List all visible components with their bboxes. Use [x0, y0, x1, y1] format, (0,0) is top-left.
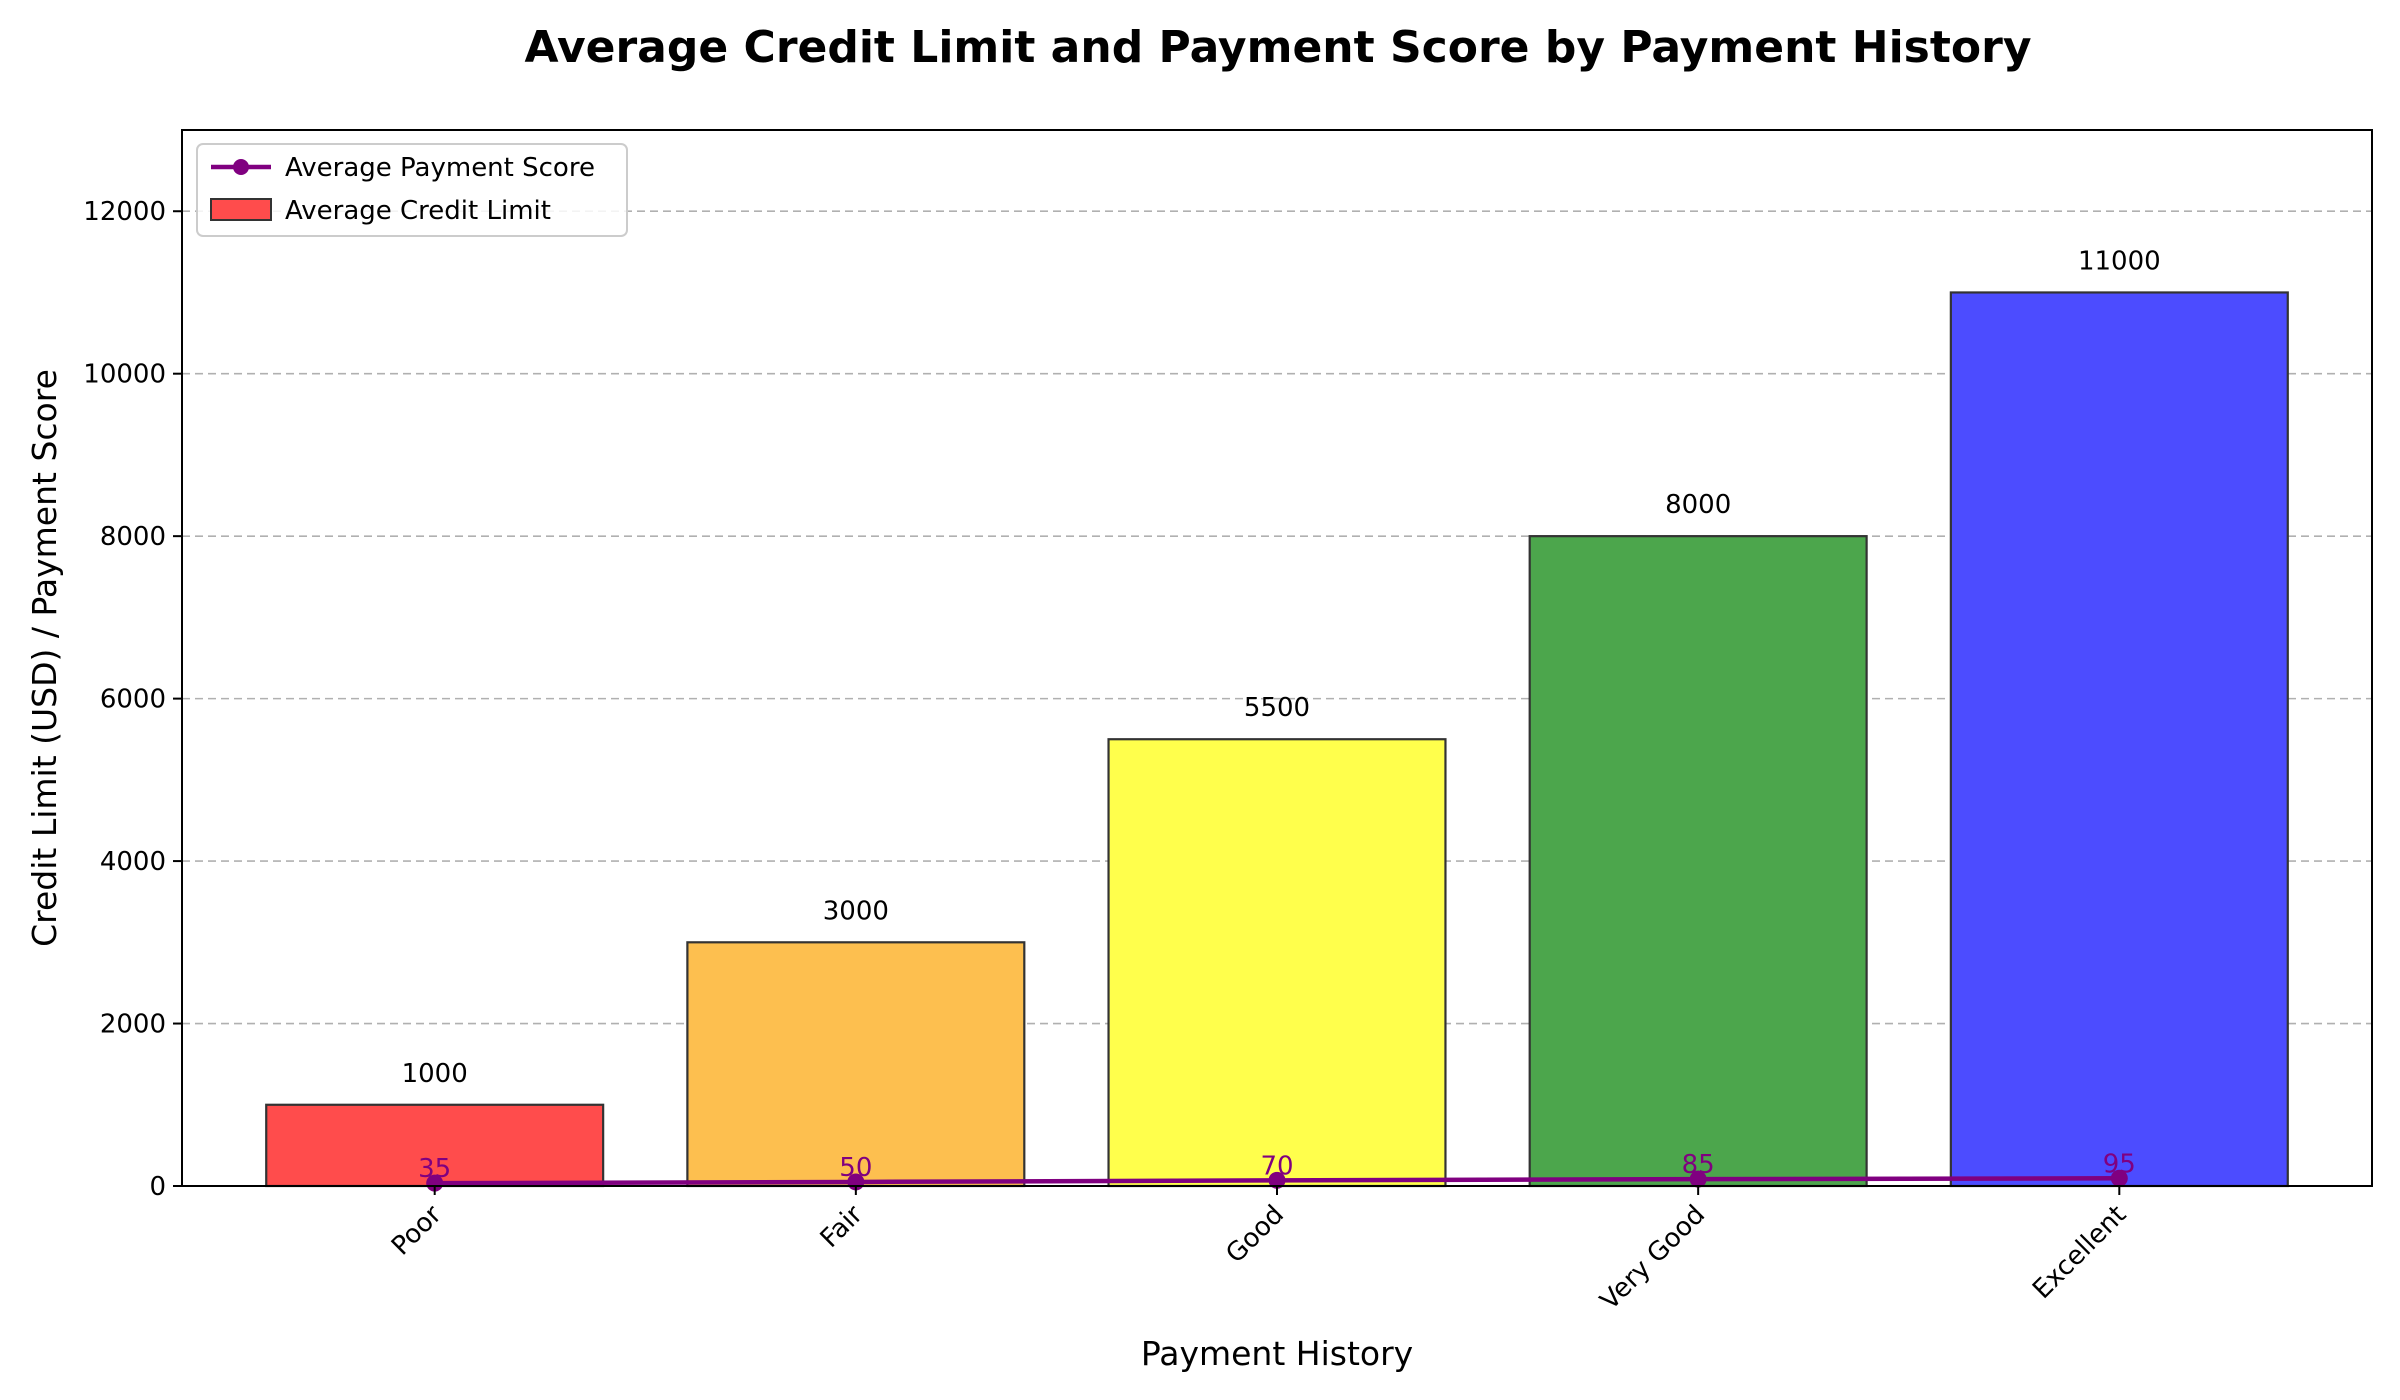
y-tick-label: 6000	[100, 685, 166, 715]
legend: Average Payment Score Average Credit Lim…	[196, 143, 628, 237]
payment-score-point	[426, 1174, 444, 1192]
y-axis-ticks: 0 2000 4000 6000 8000 10000 12000	[83, 197, 182, 1202]
x-tick-label: Excellent	[2027, 1200, 2132, 1305]
y-axis-label: Credit Limit (USD) / Payment Score	[25, 369, 64, 947]
bar-value-label: 5500	[1244, 693, 1310, 723]
x-tick-label: Poor	[386, 1200, 448, 1262]
payment-score-point	[2110, 1169, 2128, 1187]
legend-box	[196, 143, 628, 237]
bar-fair	[686, 941, 1026, 1188]
x-tick-label: Fair	[815, 1200, 869, 1254]
bar-excellent	[1949, 291, 2289, 1188]
y-tick-label: 2000	[100, 1010, 166, 1040]
payment-score-label: 70	[1260, 1151, 1293, 1181]
bar-value-label: 11000	[2078, 246, 2161, 276]
bar-good	[1107, 738, 1447, 1188]
legend-label-credit-limit: Average Credit Limit	[285, 196, 551, 226]
payment-score-point	[1689, 1170, 1707, 1188]
y-tick-label: 4000	[100, 847, 166, 877]
payment-score-label: 85	[1682, 1150, 1715, 1180]
legend-line-marker	[233, 159, 249, 175]
x-tick-label: Good	[1220, 1200, 1290, 1270]
score-line: 35 50 70 85 95	[418, 1149, 2136, 1192]
chart-title: Average Credit Limit and Payment Score b…	[524, 22, 2031, 73]
x-axis-ticks: Poor Fair Good Very Good Excellent	[386, 1186, 2132, 1316]
payment-score-label: 50	[839, 1153, 872, 1183]
x-axis-label: Payment History	[1141, 1334, 1413, 1373]
payment-score-label: 35	[418, 1154, 451, 1184]
y-tick-label: 12000	[83, 197, 166, 227]
legend-bar-swatch	[210, 198, 272, 221]
payment-score-point	[1268, 1171, 1286, 1189]
bar-value-label: 8000	[1665, 490, 1731, 520]
bars: 1000 3000 5500 8000 11000	[265, 246, 2289, 1188]
y-tick-label: 0	[149, 1172, 166, 1202]
legend-label-payment-score: Average Payment Score	[285, 153, 595, 183]
x-tick-label: Very Good	[1595, 1200, 1711, 1316]
y-tick-label: 10000	[83, 360, 166, 390]
payment-score-label: 95	[2103, 1149, 2136, 1179]
bar-value-label: 3000	[823, 896, 889, 926]
bar-value-label: 1000	[402, 1059, 468, 1089]
bar-very-good	[1528, 535, 1868, 1188]
y-tick-label: 8000	[100, 522, 166, 552]
